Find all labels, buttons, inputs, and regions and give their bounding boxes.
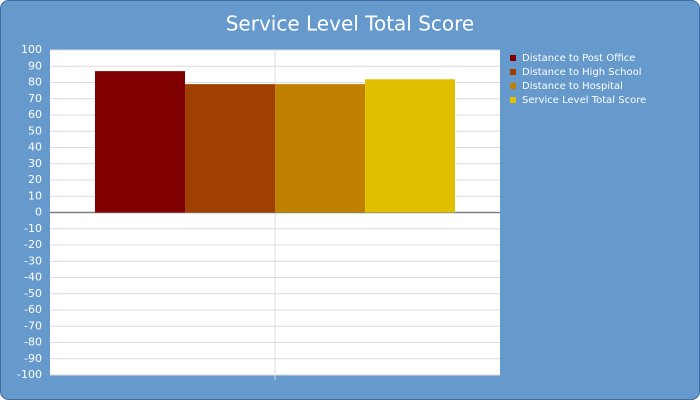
legend-label: Distance to Post Office (522, 53, 635, 64)
legend-label: Service Level Total Score (522, 95, 646, 106)
y-tick-label: -30 (24, 254, 42, 267)
y-tick-label: 100 (21, 43, 42, 56)
bar (275, 84, 365, 213)
legend-swatch (510, 69, 516, 75)
y-tick-label: 30 (28, 157, 42, 170)
y-tick-label: 70 (28, 92, 42, 105)
y-tick-label: 60 (28, 108, 42, 121)
y-tick-label: 90 (28, 59, 42, 72)
y-tick-label: 50 (28, 124, 42, 137)
y-tick-label: 0 (35, 206, 42, 219)
bar (185, 84, 275, 213)
y-tick-label: 80 (28, 76, 42, 89)
y-tick-label: -50 (24, 287, 42, 300)
chart-title: Service Level Total Score (226, 12, 475, 36)
legend-label: Distance to Hospital (522, 81, 623, 92)
y-tick-label: -20 (24, 238, 42, 251)
bar (95, 71, 185, 213)
y-tick-label: -40 (24, 271, 42, 284)
legend-swatch (510, 83, 516, 89)
y-tick-label: -100 (17, 368, 42, 381)
legend-label: Distance to High School (522, 67, 641, 78)
legend-swatch (510, 97, 516, 103)
y-tick-label: -70 (24, 319, 42, 332)
y-tick-label: -10 (24, 222, 42, 235)
y-tick-label: -60 (24, 303, 42, 316)
y-tick-label: -80 (24, 336, 42, 349)
y-tick-label: 10 (28, 189, 42, 202)
y-tick-label: -90 (24, 352, 42, 365)
y-tick-label: 20 (28, 173, 42, 186)
bar (365, 79, 455, 213)
y-tick-label: 40 (28, 141, 42, 154)
legend-swatch (510, 55, 516, 61)
